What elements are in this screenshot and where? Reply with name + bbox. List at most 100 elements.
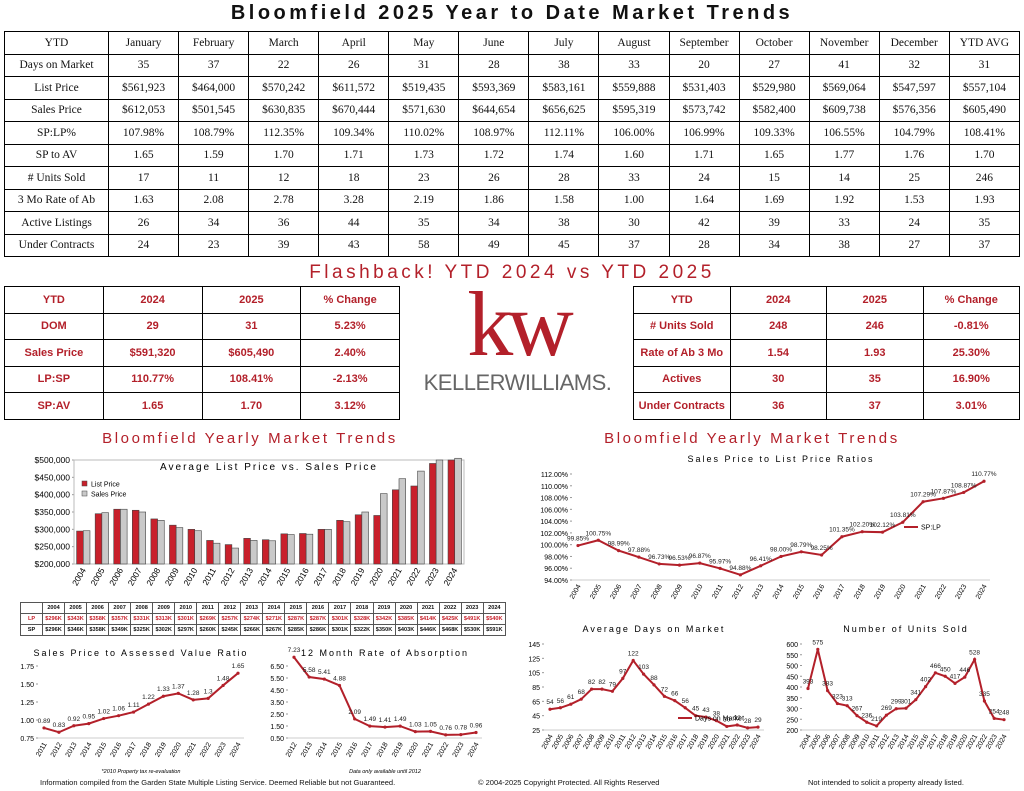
y-tick-label: 102.00% <box>540 531 568 538</box>
table-cell: $287K <box>306 613 330 625</box>
table-cell: 2018 <box>350 602 374 614</box>
data-label: 29 <box>754 717 762 724</box>
y-tick-label: 550 <box>786 653 798 660</box>
table-cell: January <box>107 31 180 55</box>
table-cell: Under Contracts <box>633 392 731 420</box>
table-cell: $571,630 <box>388 98 460 122</box>
x-tick-label: 2004 <box>70 566 88 588</box>
table-cell: $569,064 <box>808 76 880 100</box>
chart-title: Sales Price to Assessed Value Ratio <box>34 648 249 658</box>
table-row: Rate of Ab 3 Mo 1.54 1.93 25.30% <box>633 339 1020 367</box>
marker <box>933 671 937 675</box>
y-tick-label: 5.50 <box>270 676 284 683</box>
data-label: 66 <box>671 691 679 698</box>
x-tick-label: 2017 <box>361 741 375 758</box>
marker <box>337 683 342 688</box>
table-cell: 3.01% <box>922 392 1020 420</box>
x-tick-label: 2017 <box>124 741 138 758</box>
table-row: Sales Price $591,320 $605,490 2.40% <box>4 339 400 367</box>
data-label: 7.23 <box>288 647 301 654</box>
data-label: 98.25% <box>811 545 833 552</box>
table-cell: SP:AV <box>4 392 104 420</box>
table-cell: 1.54 <box>729 339 827 367</box>
table-cell: 26 <box>318 53 390 77</box>
table-cell: $531,403 <box>668 76 740 100</box>
x-tick-label: 2009 <box>163 566 181 588</box>
data-label: 96.73% <box>648 554 670 561</box>
marker <box>322 677 326 681</box>
x-tick-label: 2014 <box>772 583 786 600</box>
table-cell: 36 <box>248 211 320 235</box>
table-cell: July <box>528 31 600 55</box>
marker <box>642 672 646 676</box>
marker <box>904 706 908 710</box>
data-label: 45 <box>692 706 700 713</box>
table-cell: June <box>458 31 530 55</box>
bar <box>342 521 351 565</box>
table-cell: 1.70 <box>201 392 302 420</box>
table-cell: 38 <box>528 53 600 77</box>
bar <box>76 530 84 565</box>
marker <box>102 716 106 721</box>
table-cell: 1.74 <box>528 143 600 167</box>
table-cell: $358K <box>86 613 110 625</box>
x-tick-label: 2020 <box>367 566 385 588</box>
table-cell: % Change <box>922 286 1020 314</box>
marker <box>1002 718 1006 722</box>
x-tick-label: 2019 <box>348 566 366 588</box>
table-cell: 106.00% <box>598 121 670 145</box>
data-label: 0.92 <box>68 716 81 723</box>
table-cell: 108.97% <box>458 121 530 145</box>
y-tick-label: 0.50 <box>270 736 284 743</box>
x-tick-label: 2017 <box>311 566 329 588</box>
table-cell: 2021 <box>416 602 440 614</box>
table-row: Days on Market 35 37 22 26 31 28 38 33 20 27 41 32 31 <box>4 53 1021 77</box>
table-cell: LP <box>19 613 44 625</box>
marker <box>191 698 195 702</box>
x-tick-label: 2022 <box>934 583 948 600</box>
marker <box>835 701 839 706</box>
chart: Sales Price to List Price Ratios 94.00% 96… <box>540 454 996 600</box>
marker <box>673 699 677 703</box>
table-cell: 15 <box>738 166 810 190</box>
bar <box>287 534 295 565</box>
bar <box>435 459 444 565</box>
y-tick-label: $250,000 <box>35 542 71 552</box>
data-label: 1.03 <box>409 722 422 729</box>
data-label: 446 <box>959 667 970 674</box>
chart: Sales Price to Assessed Value Ratio 0.75 1… <box>20 648 249 775</box>
table-cell: $593,369 <box>458 76 530 100</box>
data-label: 267 <box>852 706 863 713</box>
table-cell: 108.41% <box>948 121 1021 145</box>
marker <box>117 714 121 718</box>
marker <box>880 530 885 534</box>
marker <box>901 520 905 524</box>
bar <box>194 530 202 565</box>
chart: Average Days on Market 25 45 65 85 105 125 145 5… <box>528 624 764 750</box>
table-cell: Days on Market <box>4 53 109 77</box>
table-cell: 25.30% <box>922 339 1020 367</box>
x-tick-label: 2005 <box>589 583 603 600</box>
table-cell: $257K <box>218 613 242 625</box>
marker <box>963 675 967 679</box>
x-tick-label: 2024 <box>441 566 459 588</box>
table-cell: $583,161 <box>528 76 600 100</box>
table-cell: 106.99% <box>668 121 740 145</box>
bar <box>187 529 196 565</box>
data-label: 1.28 <box>187 690 200 697</box>
x-tick-label: 2024 <box>229 741 243 758</box>
table-cell: $630,835 <box>248 98 320 122</box>
footer-note: Not intended to solicit a property alrea… <box>808 778 964 787</box>
y-tick-label: 106.00% <box>540 507 568 514</box>
data-label: 575 <box>812 639 823 646</box>
marker <box>596 538 600 542</box>
data-label: 101.35% <box>829 527 855 534</box>
marker <box>579 697 583 701</box>
bar <box>373 515 381 565</box>
table-cell: 2020 <box>394 602 418 614</box>
chart-title: Average Days on Market <box>583 624 726 634</box>
table-cell: 34 <box>458 211 530 235</box>
x-tick-label: 2016 <box>346 741 360 758</box>
marker <box>383 725 387 729</box>
marker <box>694 714 698 718</box>
